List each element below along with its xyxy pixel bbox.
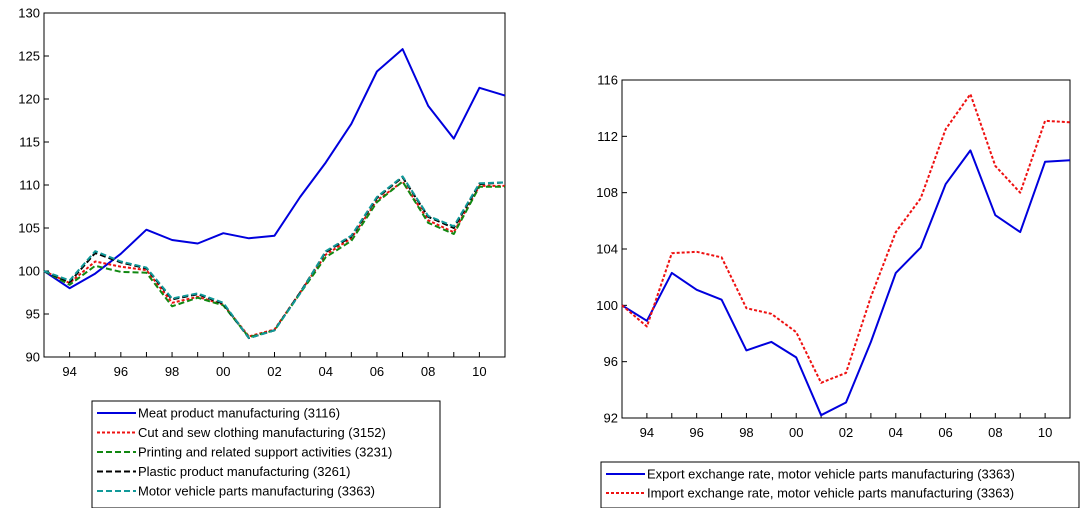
legend-label: Import exchange rate, motor vehicle part… [647,486,1014,501]
x-tick-label: 08 [988,425,1002,440]
x-tick-label: 96 [114,364,128,379]
y-tick-label: 100 [596,298,618,313]
chart-1: 90 95 100 105 110 115 120 125 130 94 96 98 00 02 04 06 0… [18,6,506,508]
x-tick-label: 06 [370,364,384,379]
y-tick-label: 92 [604,411,618,426]
y-tick-label: 108 [596,185,618,200]
x-tick-label: 00 [789,425,803,440]
legend-label: Cut and sew clothing manufacturing (3152… [138,425,386,440]
x-tick-label: 02 [267,364,281,379]
x-tick-label: 06 [938,425,952,440]
y-tick-label: 116 [597,73,618,88]
legend-label: Printing and related support activities … [138,445,392,460]
y-tick-label: 112 [597,129,618,144]
x-tick-label: 98 [739,425,753,440]
legend-label: Export exchange rate, motor vehicle part… [647,467,1015,482]
x-tick-label: 04 [318,364,332,379]
x-tick-label: 94 [62,364,76,379]
y-tick-label: 100 [18,264,40,279]
y-tick-label: 120 [18,92,40,107]
legend-box [600,461,1080,508]
series-line-3 [43,180,505,339]
legend-label: Motor vehicle parts manufacturing (3363) [138,484,375,499]
series-line-1 [621,149,1071,417]
legend: Export exchange rate, motor vehicle part… [600,461,1080,508]
y-tick-label: 95 [26,307,40,322]
series-line-2 [621,93,1071,384]
y-tick-label: 125 [18,49,40,64]
x-tick-label: 02 [839,425,853,440]
y-tick-label: 90 [26,350,40,365]
series-line-5 [43,175,506,340]
legend-label: Meat product manufacturing (3116) [138,406,340,421]
chart-2: 92 96 100 104 108 112 116 94 96 98 00 02 04 06 08 10 Exp… [596,73,1080,508]
y-tick-label: 130 [18,6,40,21]
x-tick-label: 10 [472,364,486,379]
legend-box [91,400,441,508]
plot-frame [621,79,1071,419]
legend: Meat product manufacturing (3116) Cut and… [91,400,441,508]
x-tick-label: 96 [689,425,703,440]
y-tick-label: 115 [19,135,40,150]
y-tick-label: 105 [18,221,40,236]
x-tick-label: 08 [421,364,435,379]
plot-frame [43,12,506,358]
legend-label: Plastic product manufacturing (3261) [138,464,350,479]
x-tick-label: 98 [165,364,179,379]
x-tick-label: 04 [889,425,903,440]
series-line-1 [43,48,506,290]
y-tick-label: 104 [596,242,618,257]
x-tick-label: 10 [1038,425,1052,440]
x-tick-label: 00 [216,364,230,379]
x-tick-label: 94 [640,425,654,440]
y-tick-label: 110 [19,178,40,193]
y-tick-label: 96 [604,354,618,369]
